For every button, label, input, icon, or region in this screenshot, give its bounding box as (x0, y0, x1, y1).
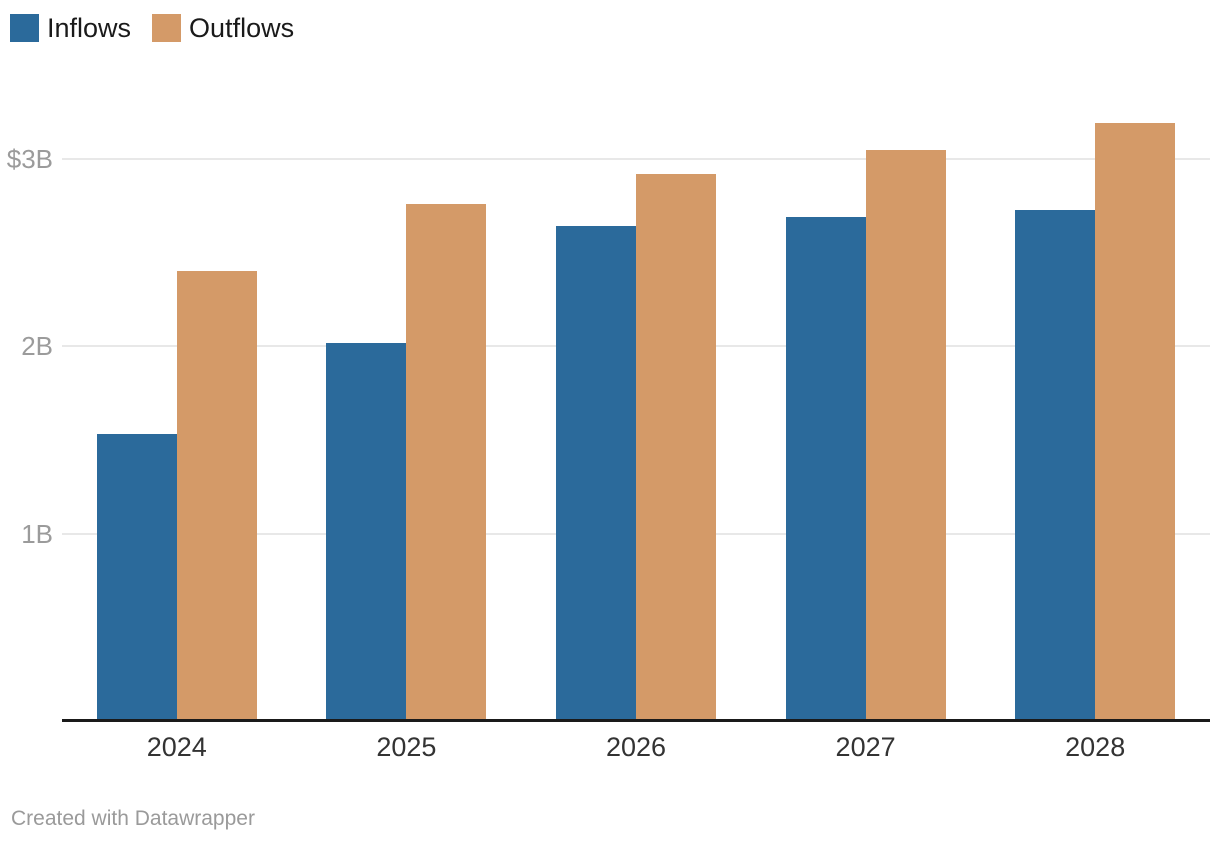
bar-outflows-2026[interactable] (636, 173, 716, 721)
legend-label-outflows: Outflows (189, 12, 295, 43)
y-tick-label: 1B (21, 518, 53, 549)
x-tick-label: 2028 (1065, 732, 1126, 762)
datawrapper-attribution-link[interactable]: Created with Datawrapper (11, 807, 255, 830)
bar-outflows-2027[interactable] (865, 149, 946, 721)
y-tick-label: $3B (6, 144, 53, 174)
bar-inflows-2025[interactable] (326, 342, 407, 721)
gridline (62, 158, 1210, 160)
bar-inflows-2028[interactable] (1015, 209, 1096, 721)
bar-inflows-2024[interactable] (96, 434, 177, 721)
inflows-swatch-icon (10, 14, 39, 42)
bar-outflows-2024[interactable] (176, 271, 257, 721)
legend-item-outflows: Outflows (152, 14, 294, 42)
x-tick-label: 2024 (146, 732, 207, 762)
bar-inflows-2027[interactable] (785, 217, 866, 721)
bar-outflows-2025[interactable] (406, 203, 487, 721)
legend: Inflows Outflows (10, 14, 294, 42)
x-tick-label: 2027 (835, 732, 896, 762)
x-axis-line (62, 719, 1210, 722)
legend-label-inflows: Inflows (47, 12, 132, 43)
outflows-swatch-icon (152, 14, 182, 42)
x-tick-label: 2025 (376, 732, 437, 762)
legend-item-inflows: Inflows (10, 14, 131, 42)
bar-inflows-2026[interactable] (556, 226, 636, 721)
bar-outflows-2028[interactable] (1095, 123, 1176, 721)
x-tick-label: 2026 (605, 732, 667, 762)
y-tick-label: 2B (21, 331, 53, 362)
